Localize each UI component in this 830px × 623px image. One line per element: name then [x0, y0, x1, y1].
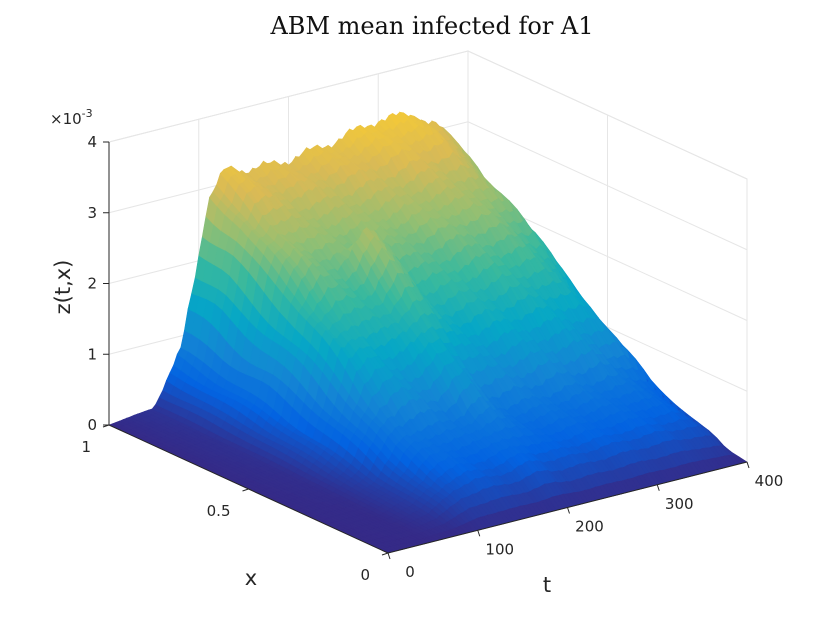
t-axis-label: t — [543, 573, 551, 597]
grid-z-side — [467, 121, 748, 251]
surface-mesh — [108, 111, 748, 554]
t-tick-label: 400 — [755, 472, 784, 490]
tick-labels: 0 100 200 300 400 0 0.5 1 0 1 2 3 4 — [81, 133, 783, 584]
x-axis-label: x — [245, 566, 257, 590]
x-tick-mark — [381, 552, 389, 556]
t-tick-mark — [656, 484, 660, 491]
t-tick-label: 200 — [575, 518, 604, 536]
grid-z-back — [108, 50, 469, 143]
z-exponent-power: -3 — [82, 107, 93, 120]
z-exponent-label: ×10-3 — [50, 107, 93, 128]
x-tick-label: 1 — [81, 438, 91, 456]
t-tick-mark — [477, 530, 481, 537]
z-tick-label: 0 — [87, 416, 97, 434]
chart-title: ABM mean infected for A1 — [269, 12, 593, 40]
z-tick-label: 2 — [87, 275, 97, 293]
t-tick-label: 0 — [405, 563, 415, 581]
z-tick-label: 3 — [87, 204, 97, 222]
x-tick-label: 0.5 — [207, 502, 231, 520]
z-exponent-base: ×10 — [50, 110, 82, 128]
x-tick-label: 0 — [360, 566, 370, 584]
t-tick-label: 100 — [485, 540, 514, 558]
axes — [102, 141, 750, 560]
t-tick-mark — [746, 461, 750, 469]
t-tick-label: 300 — [665, 495, 694, 513]
grid-z-side — [467, 50, 748, 180]
z-axis-label: z(t,x) — [51, 260, 75, 315]
z-tick-label: 4 — [87, 133, 97, 151]
t-tick-mark — [567, 507, 570, 514]
z-tick-label: 1 — [87, 345, 97, 363]
x-tick-mark — [242, 488, 249, 492]
t-tick-mark — [387, 552, 391, 560]
